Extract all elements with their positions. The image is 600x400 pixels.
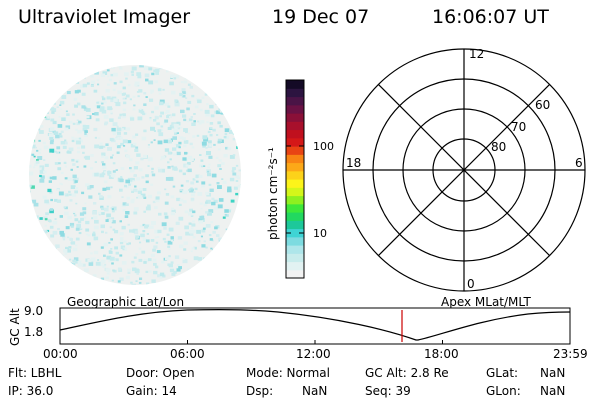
status-mode: Mode: Normal bbox=[246, 366, 330, 380]
colorbar-unit-label: photon cm⁻²s⁻¹ bbox=[266, 147, 280, 240]
status-glat-value: NaN bbox=[540, 366, 566, 380]
status-door: Door: Open bbox=[126, 366, 195, 380]
status-glat-label: GLat: bbox=[486, 366, 519, 380]
mlat-ring-80: 80 bbox=[491, 140, 507, 154]
mlat-ring-60: 60 bbox=[535, 98, 551, 112]
colorbar-tick-10: 10 bbox=[313, 227, 327, 240]
status-gc-alt: GC Alt: 2.8 Re bbox=[365, 366, 449, 380]
status-filter: Flt: LBHL bbox=[8, 366, 62, 380]
status-dsp-value: NaN bbox=[302, 384, 328, 398]
mlt-label-6: 6 bbox=[575, 156, 583, 170]
status-gain: Gain: 14 bbox=[126, 384, 177, 398]
header-time: 16:06:07 UT bbox=[432, 6, 549, 28]
timeline-xtick-1200: 12:00 bbox=[296, 347, 331, 361]
timeline-ytick-high: 9.0 bbox=[24, 304, 44, 318]
timeline-xtick-1800: 18:00 bbox=[424, 347, 459, 361]
uv-image-pixels bbox=[29, 65, 241, 285]
status-ip: IP: 36.0 bbox=[8, 384, 54, 398]
mlt-label-12: 12 bbox=[469, 47, 485, 61]
timeline-xtick-0000: 00:00 bbox=[43, 347, 78, 361]
app-title: Ultraviolet Imager bbox=[18, 6, 191, 28]
header-date: 19 Dec 07 bbox=[272, 6, 370, 28]
mlt-label-18: 18 bbox=[346, 156, 362, 170]
timeline-plot bbox=[59, 307, 571, 345]
timeline-left-label: Geographic Lat/Lon bbox=[67, 295, 185, 309]
timeline-right-label: Apex MLat/MLT bbox=[441, 295, 531, 309]
colorbar-tick-100: 100 bbox=[313, 140, 334, 153]
uv-image-disk bbox=[29, 65, 241, 285]
timeline-axis-title: GC Alt bbox=[8, 308, 22, 346]
polar-plot bbox=[342, 48, 586, 292]
status-seq: Seq: 39 bbox=[365, 384, 411, 398]
mlt-label-0: 0 bbox=[467, 277, 475, 291]
status-dsp-label: Dsp: bbox=[246, 384, 274, 398]
gc-alt-curve bbox=[59, 309, 571, 341]
status-glon-value: NaN bbox=[540, 384, 566, 398]
timeline-xtick-2359: 23:59 bbox=[553, 347, 588, 361]
status-glon-label: GLon: bbox=[486, 384, 521, 398]
colorbar bbox=[285, 79, 305, 279]
timeline-ytick-low: 1.8 bbox=[24, 325, 44, 339]
timeline-xtick-0600: 06:00 bbox=[170, 347, 205, 361]
mlat-ring-70: 70 bbox=[511, 120, 527, 134]
